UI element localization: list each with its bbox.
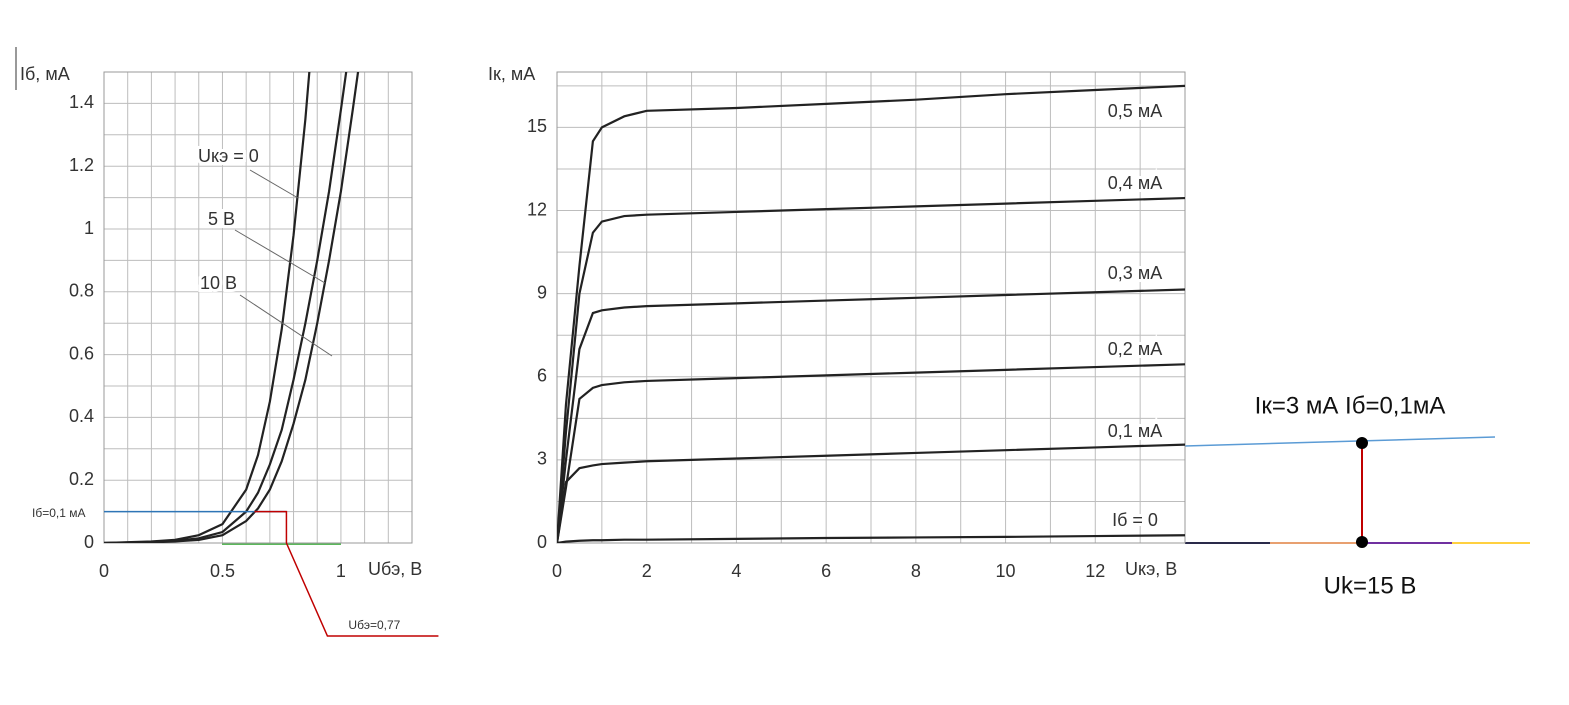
point — [1356, 536, 1368, 548]
curve — [557, 84, 1185, 543]
x-axis-label: Uкэ, В — [1125, 559, 1177, 579]
x-tick-label: 10 — [996, 561, 1016, 581]
marker-line — [254, 510, 439, 637]
y-tick-label: 0.8 — [69, 281, 94, 301]
plot-frame — [556, 71, 1186, 544]
y-tick-label: 0.4 — [69, 406, 94, 426]
x-tick-label: 2 — [642, 561, 652, 581]
y-tick-label: 1 — [84, 218, 94, 238]
y-axis-label: Iк, мА — [488, 64, 535, 84]
leader-line — [249, 169, 299, 199]
annotation: Iб=0,1 мА — [32, 506, 85, 520]
x-tick-label: 4 — [731, 561, 741, 581]
plot-frame — [103, 71, 413, 544]
curve — [557, 443, 1185, 543]
x-tick-label: 0.5 — [210, 561, 235, 581]
series-label: Iб = 0 — [1112, 510, 1158, 530]
curves — [557, 84, 1185, 543]
y-tick-label: 0 — [537, 532, 547, 552]
x-tick-label: 8 — [911, 561, 921, 581]
y-tick-label: 0.2 — [69, 469, 94, 489]
series-label: 0,5 мА — [1108, 101, 1162, 121]
axis-decor — [1184, 436, 1530, 548]
y-tick-label: 9 — [537, 282, 547, 302]
series-label: 0,3 мА — [1108, 263, 1162, 283]
y-tick-label: 15 — [527, 116, 547, 136]
series-label: 0,4 мА — [1108, 173, 1162, 193]
annotation: Uk=15 В — [1324, 572, 1417, 599]
y-tick-label: 12 — [527, 199, 547, 219]
decor-line — [1184, 436, 1496, 447]
series-label: 10 В — [200, 273, 237, 293]
x-tick-label: 0 — [552, 561, 562, 581]
y-tick-label: 3 — [537, 449, 547, 469]
x-tick-label: 6 — [821, 561, 831, 581]
y-tick-label: 1.4 — [69, 92, 94, 112]
y-axis-label: Iб, мА — [20, 64, 70, 84]
x-tick-label: 1 — [336, 561, 346, 581]
series-label: Uкэ = 0 — [198, 146, 259, 166]
curve — [557, 196, 1185, 543]
x-axis-label: Uбэ, В — [368, 559, 422, 579]
y-tick-label: 6 — [537, 366, 547, 386]
curves — [104, 72, 360, 543]
y-tick-label: 1.2 — [69, 155, 94, 175]
annotation: Iк=3 мА Iб=0,1мА — [1255, 392, 1446, 419]
curve — [557, 288, 1185, 543]
y-tick-label: 0.6 — [69, 343, 94, 363]
point — [1356, 437, 1368, 449]
curve — [104, 72, 360, 543]
curve — [104, 72, 311, 543]
series-label: 5 В — [208, 209, 235, 229]
leader-line — [239, 294, 333, 357]
annotation: Uбэ=0,77 — [348, 618, 400, 632]
series-label: 0,1 мА — [1108, 421, 1162, 441]
curve — [557, 534, 1185, 543]
series-label: 0,2 мА — [1108, 339, 1162, 359]
x-tick-label: 0 — [99, 561, 109, 581]
x-tick-label: 12 — [1085, 561, 1105, 581]
curve — [557, 363, 1185, 543]
leader-line — [234, 229, 326, 284]
y-tick-label: 0 — [84, 532, 94, 552]
